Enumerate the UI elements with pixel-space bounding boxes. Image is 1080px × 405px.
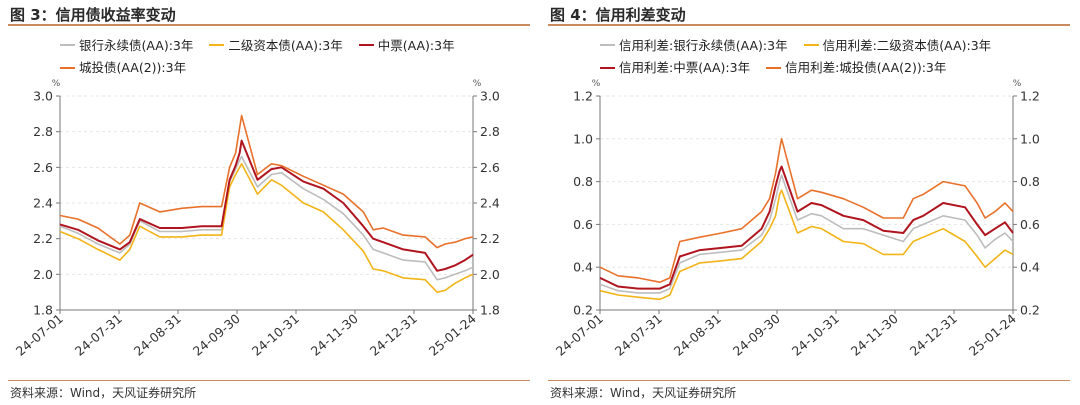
legend-swatch — [766, 66, 782, 69]
legend-swatch — [803, 44, 819, 46]
x-tick-label: 24-07-01 — [13, 311, 66, 359]
series-line-1 — [59, 155, 474, 281]
y-tick-label-left: 1.2 — [573, 89, 593, 104]
series-line-2 — [599, 189, 1014, 301]
legend-item: 信用利差:中票(AA):3年 — [600, 58, 750, 77]
y-tick-label-right: 1.2 — [1020, 89, 1040, 104]
legend-item: 信用利差:城投债(AA(2)):3年 — [766, 58, 946, 77]
x-tick-label: 24-07-01 — [553, 311, 606, 359]
unit-label-right: % — [473, 79, 482, 89]
chart-legend: 信用利差:银行永续债(AA):3年 信用利差:二级资本债(AA):3年 信用利差… — [600, 32, 1040, 77]
x-tick-label: 24-08-31 — [131, 311, 184, 359]
legend-swatch — [600, 44, 615, 46]
y-tick-label-left: 0.6 — [573, 217, 593, 232]
legend-item: 城投债(AA(2)):3年 — [60, 58, 186, 77]
y-tick-label-left: 2.4 — [33, 196, 53, 211]
x-tick-label: 24-09-30 — [190, 311, 243, 359]
series-line-3 — [59, 139, 474, 272]
y-tick-label-left: 2.8 — [33, 124, 53, 139]
x-tick-label: 24-10-31 — [249, 311, 302, 359]
legend-label: 信用利差:二级资本债(AA):3年 — [822, 37, 992, 53]
legend-item: 信用利差:银行永续债(AA):3年 — [600, 36, 788, 55]
x-tick-label: 24-11-30 — [308, 311, 361, 359]
legend-label: 信用利差:城投债(AA(2)):3年 — [785, 60, 947, 75]
legend-item: 二级资本债(AA):3年 — [209, 36, 343, 55]
legend-item: 中票(AA):3年 — [358, 36, 455, 55]
y-tick-label-right: 0.6 — [1020, 217, 1040, 232]
x-tick-label: 25-01-24 — [426, 311, 479, 359]
source-note: 资料来源：Wind，天风证券研究所 — [550, 386, 737, 400]
x-tick-label: 24-12-31 — [367, 311, 420, 359]
legend-label: 信用利差:银行永续债(AA):3年 — [619, 37, 788, 53]
y-tick-label-right: 2.6 — [480, 160, 500, 175]
y-tick-label-right: 1.8 — [480, 303, 500, 318]
y-tick-label-left: 2.0 — [33, 267, 53, 282]
x-tick-label: 24-07-31 — [72, 311, 125, 359]
y-tick-label-left: 0.2 — [573, 303, 593, 318]
legend-swatch — [60, 66, 75, 69]
panel-yield: 图 3：信用债收益率变动 银行永续债(AA):3年 二级资本债(AA):3年 中… — [8, 0, 538, 405]
y-tick-label-right: 2.8 — [480, 124, 500, 139]
y-tick-label-left: 0.4 — [573, 260, 593, 275]
legend-swatch — [358, 44, 374, 46]
x-tick-label: 24-07-31 — [612, 311, 665, 359]
title-divider — [548, 24, 1070, 26]
y-tick-label-left: 2.6 — [33, 160, 53, 175]
x-tick-label: 24-12-31 — [907, 311, 960, 359]
x-tick-label: 25-01-24 — [966, 311, 1019, 359]
legend-label: 银行永续债(AA):3年 — [79, 37, 194, 53]
y-tick-label-right: 2.0 — [480, 267, 500, 282]
legend-item: 银行永续债(AA):3年 — [60, 36, 193, 55]
legend-item: 信用利差:二级资本债(AA):3年 — [803, 36, 992, 55]
series-line-2 — [59, 163, 474, 293]
y-tick-label-left: 0.8 — [573, 174, 593, 189]
x-tick-label: 24-08-31 — [671, 311, 724, 359]
bottom-divider — [8, 380, 530, 381]
legend-label: 二级资本债(AA):3年 — [228, 37, 343, 53]
spread-line-chart: % % 0.2 0.2 0.4 0.4 0.6 0.6 0.8 0.8 1.0 1.0 1.2 1.2 24… — [553, 79, 1040, 359]
legend-swatch — [209, 44, 225, 46]
legend-label: 信用利差:中票(AA):3年 — [619, 60, 751, 75]
y-tick-label-right: 1.0 — [1020, 131, 1040, 146]
y-tick-label-right: 0.8 — [1020, 174, 1040, 189]
unit-label-right: % — [1013, 79, 1022, 89]
chart-title: 图 3：信用债收益率变动 — [10, 6, 176, 24]
x-tick-label: 24-10-31 — [789, 311, 842, 359]
unit-label-left: % — [52, 79, 61, 89]
x-tick-label: 24-11-30 — [848, 311, 901, 359]
bottom-divider — [548, 380, 1070, 381]
title-divider — [8, 24, 530, 26]
y-tick-label-right: 3.0 — [480, 89, 500, 104]
chart-legend: 银行永续债(AA):3年 二级资本债(AA):3年 中票(AA):3年 城投债(… — [60, 32, 500, 77]
series-line-4 — [599, 138, 1014, 283]
y-tick-label-left: 1.0 — [573, 131, 593, 146]
unit-label-left: % — [592, 79, 601, 89]
panel-spread: 图 4：信用利差变动 信用利差:银行永续债(AA):3年 信用利差:二级资本债(… — [548, 0, 1078, 405]
series-line-1 — [599, 174, 1014, 294]
legend-label: 中票(AA):3年 — [377, 37, 455, 53]
legend-swatch — [60, 44, 75, 46]
chart-title: 图 4：信用利差变动 — [550, 6, 686, 24]
series-line-4 — [59, 114, 474, 249]
legend-swatch — [600, 66, 615, 69]
y-tick-label-right: 2.2 — [480, 231, 500, 246]
legend-label: 城投债(AA(2)):3年 — [79, 60, 187, 75]
y-tick-label-left: 3.0 — [33, 89, 53, 104]
y-tick-label-right: 0.4 — [1020, 260, 1040, 275]
y-tick-label-left: 1.8 — [33, 303, 53, 318]
y-tick-label-right: 0.2 — [1020, 303, 1040, 318]
x-tick-label: 24-09-30 — [730, 311, 783, 359]
yield-line-chart: % % 1.8 1.8 2.0 2.0 2.2 2.2 2.4 2.4 2.6 2.6 2.8 2.8 3.… — [13, 79, 500, 359]
series-line-3 — [599, 165, 1014, 290]
source-note: 资料来源：Wind，天风证券研究所 — [10, 386, 197, 400]
y-tick-label-left: 2.2 — [33, 231, 53, 246]
y-tick-label-right: 2.4 — [480, 196, 500, 211]
